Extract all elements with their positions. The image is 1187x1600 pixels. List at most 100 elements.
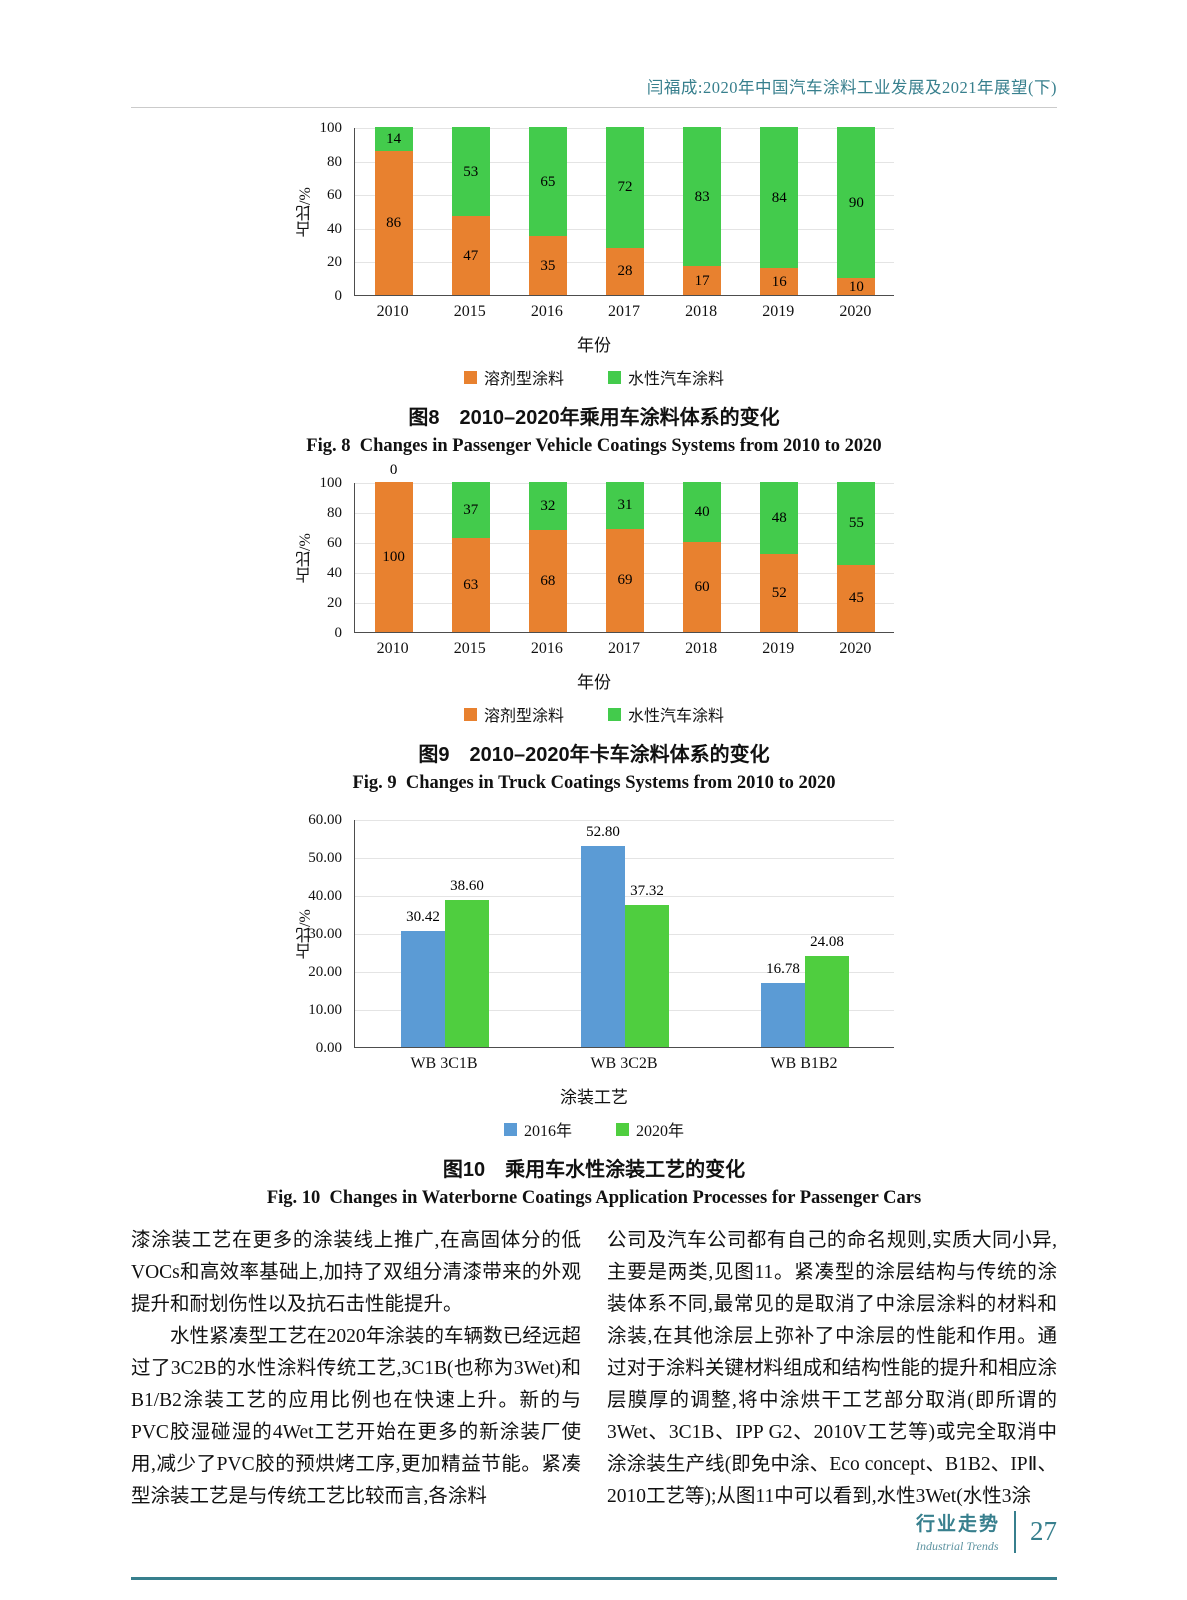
footer-section-cn: 行业走势 xyxy=(915,1514,1000,1535)
bar-value-label: 28 xyxy=(617,263,633,280)
plot: 30.42 38.60 52.80 37.32 16.78 24.08 xyxy=(354,820,894,1048)
page-footer: 行业走势 Industrial Trends 27 xyxy=(916,1509,1057,1554)
figure-9: 占比/% 100 0 63 37 68 32 69 31 60 40 52 48 45 55 0 20 40 60 8… xyxy=(131,462,1057,794)
x-tick-label: 2017 xyxy=(607,303,640,320)
bar-segment xyxy=(528,127,567,237)
x-tick-label: 2010 xyxy=(376,303,409,320)
bar-value-label: 17 xyxy=(694,272,710,289)
bar-value-label: 47 xyxy=(463,247,479,264)
figure-10: 占比/% 30.42 38.60 52.80 37.32 16.78 24.08 0.00 10… xyxy=(131,812,1057,1209)
figure-8: 占比/% 86 14 47 53 35 65 28 72 17 83 16 84 10 90 0 20 40 60 8… xyxy=(131,120,1057,457)
bar-value-label: 53 xyxy=(463,163,479,180)
fig10-caption-en: Fig. 10 Changes in Waterborne Coatings A… xyxy=(266,1188,922,1208)
legend-label: 溶剂型涂料 xyxy=(483,371,564,388)
y-tick-label: 100 xyxy=(319,120,343,136)
legend-swatch xyxy=(608,707,621,721)
legend-label: 水性汽车涂料 xyxy=(628,708,725,725)
bar-segment xyxy=(451,216,490,295)
bar xyxy=(761,983,805,1047)
y-tick-label: 80 xyxy=(327,153,342,170)
y-tick-label: 40 xyxy=(327,220,342,237)
legend-swatch xyxy=(608,370,621,384)
y-tick-label: 60 xyxy=(327,187,342,204)
chart-legend: 溶剂型涂料 水性汽车涂料 xyxy=(463,365,724,389)
bar-segment xyxy=(606,247,644,295)
bar-segment xyxy=(760,127,799,269)
bar-segment xyxy=(451,127,490,217)
y-tick-label: 40 xyxy=(327,565,342,581)
chart-plot-area: 占比/% 100 0 63 37 68 32 69 31 60 40 52 48 45 55 0 20 40 60 8… xyxy=(294,462,894,663)
x-axis-label: 年份 xyxy=(577,673,611,692)
legend-item: 水性汽车涂料 xyxy=(608,702,724,726)
bar xyxy=(445,900,489,1047)
bar-value-label: 45 xyxy=(848,590,864,607)
x-tick-label: 2018 xyxy=(685,303,718,320)
bar-segment xyxy=(760,482,799,554)
y-tick-label: 60.00 xyxy=(308,812,342,828)
x-tick-label: 2019 xyxy=(762,640,795,657)
bar-segment xyxy=(683,127,722,267)
x-tick-label: 2016 xyxy=(530,303,563,320)
legend-item: 2016年 xyxy=(503,1117,572,1141)
legend-swatch xyxy=(616,1122,629,1136)
body-paragraph: 漆涂装工艺在更多的涂装线上推广,在高固体分的低VOCs和高效率基础上,加持了双组… xyxy=(131,1230,581,1315)
y-tick-label: 20 xyxy=(327,254,342,271)
plot: 100 0 63 37 68 32 69 31 60 40 52 48 45 55 xyxy=(354,462,894,633)
fig10-caption: 图10 乘用车水性涂装工艺的变化 Fig. 10 Changes in Wate… xyxy=(131,1153,1057,1209)
x-tick-label: 2016 xyxy=(530,640,563,657)
bar xyxy=(401,931,445,1047)
bar-value-label: 0 xyxy=(389,462,398,478)
bar-value-label: 16 xyxy=(771,273,787,290)
bar-value-label: 90 xyxy=(848,194,864,211)
bar-value-label: 37 xyxy=(463,501,479,518)
gridline xyxy=(355,820,894,821)
bar-value-label: 35 xyxy=(540,257,556,274)
bar-segment xyxy=(837,127,876,279)
bar-value-label: 24.08 xyxy=(810,933,844,950)
bar-value-label: 84 xyxy=(771,189,787,206)
y-tick-label: 20.00 xyxy=(308,964,342,980)
fig10-caption-cn: 图10 乘用车水性涂装工艺的变化 xyxy=(442,1159,746,1181)
bar-value-label: 30.42 xyxy=(406,909,440,926)
x-tick-label: 2010 xyxy=(376,640,409,657)
bottom-rule xyxy=(131,1577,1057,1580)
legend-item: 2020年 xyxy=(616,1117,684,1141)
bar-value-label: 16.78 xyxy=(766,961,800,978)
fig8-stacked-bar-chart: 占比/% 86 14 47 53 35 65 28 72 17 83 16 84 10 90 0 20 40 60 8… xyxy=(131,120,1057,389)
bar-segment xyxy=(683,482,722,542)
bar-segment xyxy=(837,564,876,632)
y-tick-label: 20 xyxy=(327,595,342,611)
x-tick-label: 2020 xyxy=(839,303,872,320)
legend-swatch xyxy=(463,707,477,721)
bar-value-label: 100 xyxy=(382,549,405,565)
body-paragraph: 公司及汽车公司都有自己的命名规则,实质大同小异,主要是两类,见图11。紧凑型的涂… xyxy=(607,1230,1057,1507)
fig9-caption-cn: 图9 2010–2020年卡车涂料体系的变化 xyxy=(418,744,770,766)
fig8-caption-cn: 图8 2010–2020年乘用车涂料体系的变化 xyxy=(408,407,780,429)
bar-value-label: 65 xyxy=(540,173,556,190)
fig8-caption: 图8 2010–2020年乘用车涂料体系的变化 Fig. 8 Changes i… xyxy=(131,401,1057,457)
x-tick-label: WB B1B2 xyxy=(770,1055,838,1072)
bar-value-label: 52.80 xyxy=(586,824,620,841)
bar-segment xyxy=(683,266,722,295)
bar-value-label: 32 xyxy=(540,498,556,514)
bar-value-label: 69 xyxy=(617,572,633,589)
legend-label: 溶剂型涂料 xyxy=(483,708,564,725)
x-axis-label: 年份 xyxy=(577,336,611,355)
bar-value-label: 37.32 xyxy=(630,883,664,900)
header-rule xyxy=(131,107,1057,108)
bar-segment xyxy=(374,127,413,151)
bar-segment xyxy=(451,482,490,538)
bar-segment xyxy=(374,482,413,632)
fig8-caption-en: Fig. 8 Changes in Passenger Vehicle Coat… xyxy=(306,436,882,456)
legend-label: 2020年 xyxy=(636,1123,685,1140)
bar-value-label: 86 xyxy=(386,214,402,231)
bar-segment xyxy=(606,528,644,632)
y-tick-label: 0 xyxy=(334,288,343,304)
body-column-left: 漆涂装工艺在更多的涂装线上推广,在高固体分的低VOCs和高效率基础上,加持了双组… xyxy=(131,1225,581,1513)
x-tick-label: 2019 xyxy=(762,303,795,320)
page-number: 27 xyxy=(1030,1516,1057,1546)
fig9-caption: 图9 2010–2020年卡车涂料体系的变化 Fig. 9 Changes in… xyxy=(131,738,1057,794)
bar-value-label: 14 xyxy=(386,130,402,147)
y-tick-label: 100 xyxy=(319,475,343,491)
legend-swatch xyxy=(503,1122,517,1136)
